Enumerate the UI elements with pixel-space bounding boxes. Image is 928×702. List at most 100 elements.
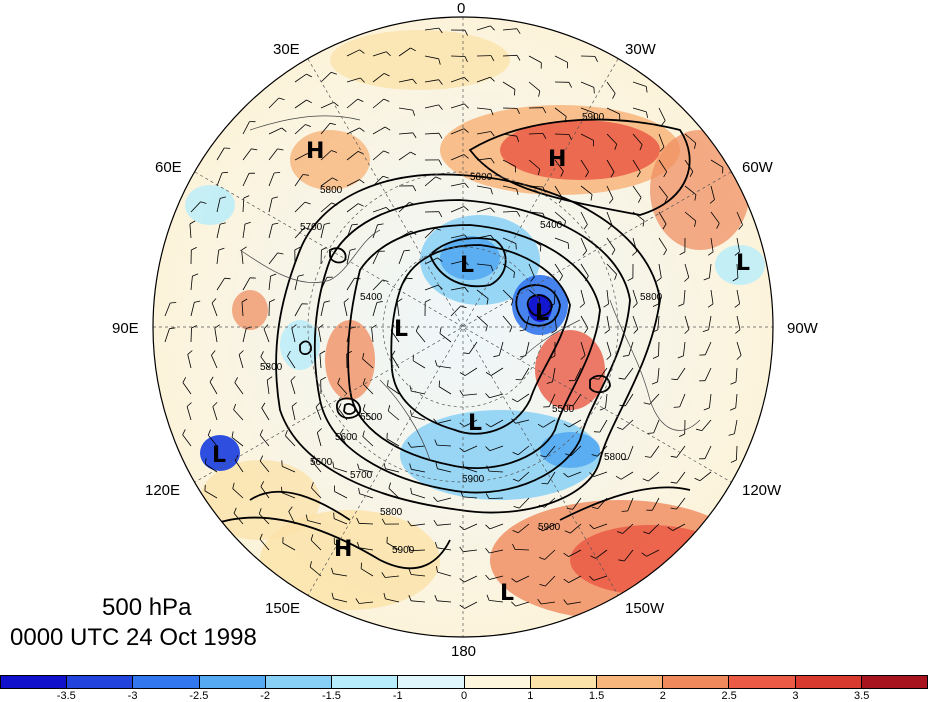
wind-barb: [605, 393, 608, 408]
wind-barb: [572, 393, 582, 406]
wind-barb: [362, 358, 374, 369]
wind-barb-feather: [409, 463, 412, 470]
wind-barb: [371, 328, 374, 343]
wind-barb-feather: [734, 303, 740, 308]
wind-barb-feather: [357, 98, 364, 102]
wind-barb-feather: [407, 520, 412, 527]
wind-barb: [320, 101, 334, 109]
wind-barb: [234, 382, 244, 395]
wind-barb: [346, 127, 360, 135]
wind-barb: [658, 263, 662, 278]
wind-barb: [359, 601, 374, 604]
wind-barb: [544, 497, 556, 508]
wind-barb: [372, 126, 386, 135]
wind-barb: [263, 328, 270, 343]
svg-text:5800: 5800: [470, 172, 493, 183]
wind-barb: [734, 419, 738, 434]
wind-barb-feather: [434, 439, 438, 446]
wind-barb-feather: [591, 506, 598, 509]
wind-barb: [528, 133, 544, 135]
wind-barb-feather: [514, 89, 516, 96]
wind-barb: [362, 383, 374, 395]
wind-barb-feather: [663, 249, 667, 256]
wind-barb: [294, 201, 306, 213]
svg-text:5700: 5700: [300, 222, 323, 233]
wind-barb: [736, 315, 741, 330]
wind-barb-feather: [463, 352, 470, 354]
wind-barb: [294, 276, 299, 291]
wind-barb: [164, 302, 171, 317]
wind-barb: [261, 407, 270, 421]
wind-barb: [736, 211, 743, 226]
wind-barb: [333, 467, 348, 473]
wind-barb: [736, 341, 742, 356]
wind-barb-feather: [485, 446, 491, 451]
wind-barb: [450, 260, 465, 265]
wind-barb-feather: [464, 260, 469, 266]
wind-barb: [502, 133, 517, 137]
wind-barb-feather: [463, 128, 469, 133]
wind-barb: [320, 177, 333, 187]
wind-barb-feather: [439, 327, 442, 334]
wind-barb-feather: [356, 517, 360, 524]
wind-barb: [476, 25, 491, 31]
wind-barb-feather: [302, 174, 309, 176]
wind-barb: [632, 237, 638, 252]
wind-barb: [632, 81, 647, 87]
wind-barb-feather: [642, 220, 645, 227]
wind-barb: [315, 406, 322, 421]
wind-barb-feather: [485, 548, 490, 554]
wind-barb-feather: [540, 455, 547, 458]
wind-barb: [710, 237, 714, 252]
wind-barb: [570, 445, 582, 456]
wind-barb-feather: [542, 186, 546, 193]
wind-barb: [211, 302, 218, 317]
colorbar-bin: [133, 676, 200, 688]
wind-barb-feather: [696, 428, 702, 431]
wind-barb-feather: [412, 132, 417, 139]
wind-barb-feather: [730, 459, 737, 463]
wind-barb-feather: [266, 376, 273, 381]
polar-stereographic-map: 5900 5800 5400 5700 5800 5800 5400 5500 …: [152, 16, 774, 638]
wind-barb: [541, 601, 556, 605]
low-center-china: L: [212, 443, 226, 468]
wind-barb-feather: [541, 483, 548, 485]
wind-barb: [736, 289, 740, 304]
wind-barb: [294, 99, 307, 109]
colorbar-bin: [729, 676, 796, 688]
wind-barb-feather: [616, 531, 623, 534]
wind-barb: [525, 341, 530, 356]
wind-barb-feather: [559, 275, 563, 282]
wind-barb: [521, 367, 530, 381]
wind-barb-feather: [278, 97, 285, 101]
wind-barb-feather: [346, 350, 353, 355]
wind-barb-feather: [563, 599, 568, 605]
wind-barb: [736, 263, 739, 279]
wind-barb: [209, 381, 218, 395]
wind-barb-feather: [438, 58, 441, 65]
wind-barb-feather: [182, 429, 186, 435]
wind-barb-feather: [330, 71, 337, 75]
wind-barb: [233, 409, 244, 421]
wind-barb-feather: [627, 277, 634, 282]
wind-barb: [233, 513, 244, 525]
wind-barb: [259, 434, 270, 447]
wind-barb: [320, 202, 332, 213]
wind-barb-feather: [459, 604, 465, 609]
wind-barb-feather: [360, 77, 365, 83]
wind-barb-feather: [542, 133, 547, 139]
svg-text:5500: 5500: [360, 412, 383, 423]
wind-barb-feather: [589, 472, 595, 477]
wind-barb-feather: [377, 223, 384, 226]
wind-barb: [437, 571, 452, 577]
wind-barb: [606, 133, 617, 145]
wind-barbs: [164, 25, 743, 609]
wind-barb: [502, 263, 515, 273]
wind-barb-feather: [583, 224, 588, 230]
wind-barb: [554, 133, 570, 135]
wind-barb-feather: [511, 398, 518, 403]
wind-barb-feather: [538, 168, 541, 175]
colorbar-tick-label: 3.5: [854, 690, 870, 702]
wind-barb: [701, 419, 712, 431]
wind-barb: [606, 237, 616, 250]
